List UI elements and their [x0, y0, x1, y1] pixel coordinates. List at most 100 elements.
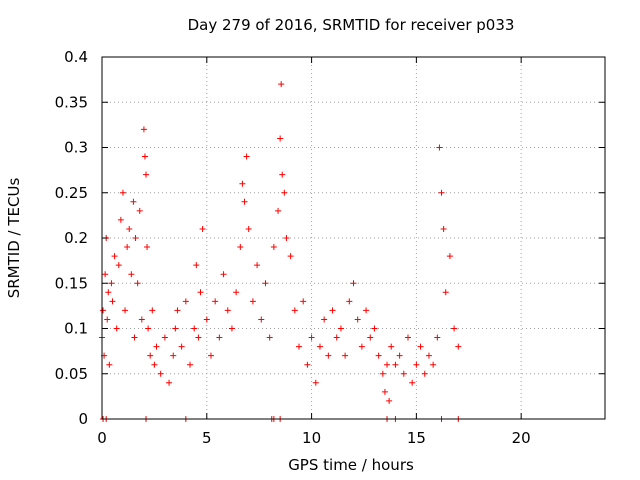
y-tick-label: 0.35 [55, 93, 88, 111]
data-point [153, 343, 160, 350]
x-tick-label: 10 [302, 429, 321, 447]
data-point [178, 343, 185, 350]
data-point [187, 361, 194, 368]
y-tick-label: 0 [78, 410, 88, 428]
data-point [425, 352, 432, 359]
data-point [115, 262, 122, 269]
data-point [105, 289, 112, 296]
data-point [400, 370, 407, 377]
data-point [367, 334, 374, 341]
data-point [329, 307, 336, 314]
data-point [455, 343, 462, 350]
data-point [316, 343, 323, 350]
y-tick-label: 0.4 [64, 48, 88, 66]
data-point [207, 352, 214, 359]
chart-title: Day 279 of 2016, SRMTID for receiver p03… [188, 16, 515, 34]
data-point [379, 370, 386, 377]
data-point [237, 244, 244, 251]
data-point [199, 225, 206, 232]
data-point [451, 325, 458, 332]
y-tick-label: 0.15 [55, 274, 88, 292]
ticks [101, 56, 605, 420]
data-point [122, 307, 129, 314]
y-tick-label: 0.1 [64, 320, 88, 338]
data-point [126, 225, 133, 232]
data-point [300, 298, 307, 305]
data-point [197, 289, 204, 296]
data-point [140, 126, 147, 133]
y-tick-label: 0.25 [55, 184, 88, 202]
data-point [262, 280, 269, 287]
data-point [346, 298, 353, 305]
y-tick-label: 0.2 [64, 229, 88, 247]
data-point [132, 235, 139, 241]
data-point [104, 316, 111, 323]
data-point [100, 307, 107, 314]
data-point [434, 334, 441, 341]
grid [102, 57, 605, 419]
data-point [124, 244, 131, 251]
data-point [143, 171, 150, 178]
data-point [138, 316, 145, 323]
data-point [438, 189, 445, 196]
data-point [304, 361, 311, 368]
data-point [283, 235, 290, 241]
data-point [281, 189, 288, 196]
data-point [212, 298, 219, 305]
data-point [442, 289, 449, 296]
data-point [182, 298, 189, 305]
x-tick-label: 5 [202, 429, 212, 447]
data-point [149, 307, 156, 314]
data-point [337, 325, 344, 332]
data-point [233, 289, 240, 296]
data-point [279, 171, 286, 178]
data-point [296, 343, 303, 350]
data-point [446, 253, 453, 260]
data-point [325, 352, 332, 359]
data-point [113, 325, 120, 332]
data-point [404, 334, 411, 341]
data-point [249, 298, 256, 305]
data-point [166, 379, 173, 386]
data-point [119, 189, 126, 196]
data-point [145, 325, 152, 332]
data-point [312, 379, 319, 386]
data-point [216, 334, 223, 341]
data-point [193, 262, 200, 269]
data-point [371, 325, 378, 332]
x-tick-label: 15 [407, 429, 426, 447]
data-point [275, 207, 282, 214]
data-point [384, 361, 391, 368]
data-point [354, 316, 361, 323]
data-point [108, 280, 115, 287]
data-point [134, 280, 141, 287]
data-point [291, 307, 298, 314]
data-point [161, 334, 168, 341]
data-point [243, 153, 250, 160]
data-point [224, 307, 231, 314]
data-point [144, 244, 151, 251]
data-point [409, 379, 416, 386]
data-point [342, 352, 349, 359]
data-point [436, 144, 443, 151]
data-point [421, 370, 428, 377]
data-point [363, 307, 370, 314]
data-point [241, 198, 248, 205]
data-point [333, 334, 340, 341]
data-point [440, 225, 447, 232]
data-point [388, 343, 395, 350]
data-point [170, 352, 177, 359]
data-point [417, 343, 424, 350]
data-point [386, 397, 393, 404]
data-point [102, 271, 109, 278]
data-point [151, 361, 158, 368]
data-point [278, 81, 285, 88]
data-point [381, 388, 388, 395]
y-tick-label: 0.05 [55, 365, 88, 383]
data-point [141, 153, 148, 160]
data-point [375, 352, 382, 359]
data-point [308, 334, 315, 341]
data-point [128, 271, 135, 278]
